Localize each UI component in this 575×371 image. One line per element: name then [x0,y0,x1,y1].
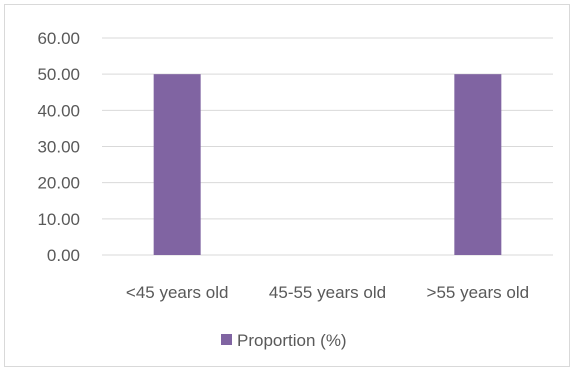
y-tick-label: 20.00 [37,174,80,193]
y-axis-labels: 0.00 10.00 20.00 30.00 40.00 50.00 60.00 [37,29,80,265]
y-tick-label: 30.00 [37,138,80,157]
y-tick-label: 50.00 [37,65,80,84]
bar [153,74,201,256]
x-tick-label: >55 years old [427,283,530,302]
x-tick-label: 45-55 years old [269,283,386,302]
y-tick-label: 60.00 [37,29,80,48]
x-axis-labels: <45 years old 45-55 years old >55 years ol… [126,283,529,302]
y-tick-label: 40.00 [37,101,80,120]
y-tick-label: 10.00 [37,210,80,229]
bars [153,74,502,256]
legend-swatch [221,334,232,345]
x-tick-label: <45 years old [126,283,229,302]
legend: Proportion (%) [221,331,347,350]
y-tick-label: 0.00 [47,246,80,265]
bar [454,74,502,256]
legend-label: Proportion (%) [237,331,347,350]
